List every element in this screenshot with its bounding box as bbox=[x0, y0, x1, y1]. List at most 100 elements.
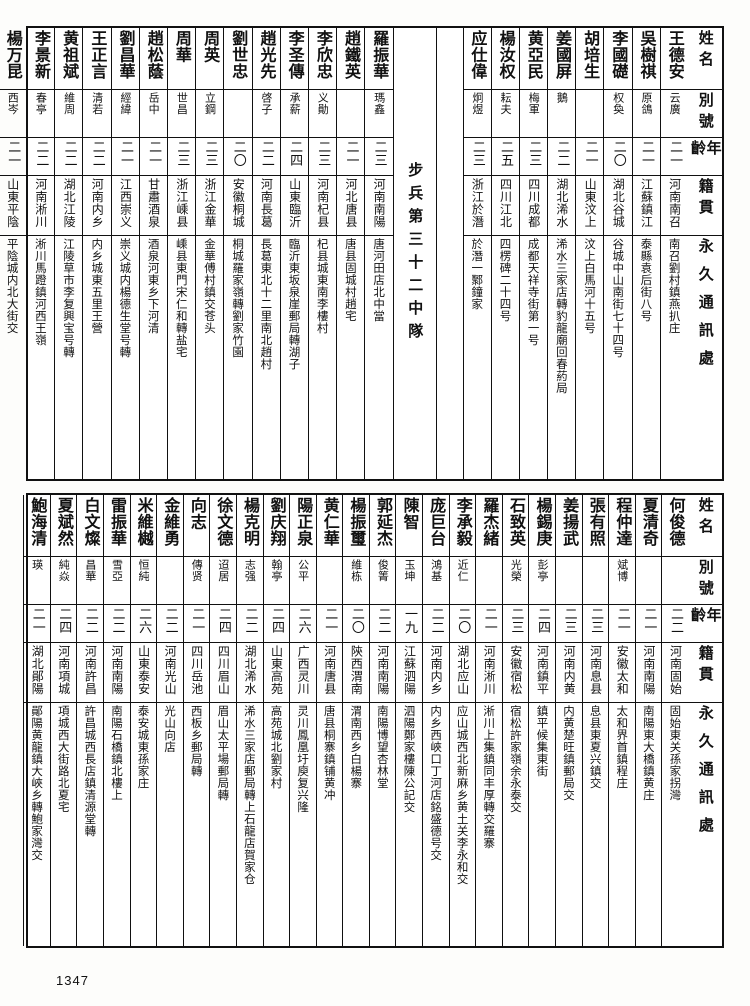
entry-native-place-cell: 安徽桐城 bbox=[224, 176, 252, 236]
entry-alias-cell bbox=[316, 557, 343, 605]
entry-age-cell: 二二 bbox=[157, 605, 183, 643]
entry-age: 二一 bbox=[641, 607, 657, 634]
entry-native-place-cell: 河南項城 bbox=[50, 643, 77, 703]
roster-entry-column: 徐文德 迢居 二四 四川眉山 眉山太平場郵局轉 bbox=[209, 495, 236, 946]
entry-age: 二一 bbox=[343, 140, 359, 167]
entry-name: 雷振華 bbox=[108, 497, 128, 547]
entry-alias: 純焱 bbox=[57, 559, 71, 582]
header-native-place-label: 籍貫 bbox=[696, 178, 715, 220]
entry-age: 二四 bbox=[56, 607, 72, 634]
entry-age: 二一 bbox=[322, 607, 338, 634]
entry-alias-cell: 雪亞 bbox=[103, 557, 130, 605]
entry-name: 羅杰緒 bbox=[480, 497, 500, 547]
entry-alias: 迢居 bbox=[216, 559, 230, 582]
entry-name: 石致英 bbox=[506, 497, 526, 547]
entry-age-cell: 二二 bbox=[369, 605, 396, 643]
entry-name-cell: 李景新 bbox=[27, 28, 55, 90]
entry-name-cell: 周英 bbox=[196, 28, 224, 90]
entry-age-cell: 二三 bbox=[463, 138, 491, 176]
entry-name-cell: 劉庆翔 bbox=[263, 495, 290, 557]
entry-native-place-cell: 甘肅酒泉 bbox=[139, 176, 167, 236]
entry-age-cell: 二〇 bbox=[604, 138, 632, 176]
entry-address: 桐城羅家嶺轉劉家竹園 bbox=[231, 238, 246, 358]
entry-alias-cell: 斌博 bbox=[609, 557, 635, 605]
entry-alias: 权奐 bbox=[611, 92, 625, 115]
entry-native-place: 河南内乡 bbox=[429, 645, 444, 695]
entry-address: 西板乡郵局轉 bbox=[189, 705, 204, 777]
entry-native-place: 安徽太和 bbox=[615, 645, 630, 695]
entry-native-place-cell: 河南唐县 bbox=[316, 643, 343, 703]
entry-age: 二一 bbox=[638, 140, 654, 167]
roster-entry-column: 鮑海清瑛二一 湖北鄖陽 鄖陽黄龍鎮大峽乡轉鮑家灣交 bbox=[23, 495, 50, 946]
entry-age: 二二 bbox=[554, 140, 570, 167]
entry-native-place: 河南許昌 bbox=[83, 645, 98, 695]
entry-age-cell: 二一 bbox=[111, 138, 139, 176]
entry-name: 劉世忠 bbox=[229, 30, 249, 80]
entry-alias: 經緯 bbox=[118, 92, 132, 115]
entry-address: 唐县桐寨鎮铺黄冲 bbox=[322, 705, 337, 801]
entry-address-cell: 於潛一鄹鐘家 bbox=[464, 236, 491, 479]
entry-alias-cell: 义勛 bbox=[308, 90, 337, 138]
entry-age-cell: 二四 bbox=[280, 138, 308, 176]
entry-alias: 云廣 bbox=[668, 92, 682, 115]
roster-entry-column: 楊克明 志强 二二 湖北浠水 浠水三家店郵局轉上石龍店賀家仓 bbox=[235, 495, 263, 946]
entry-name-cell: 張有照 bbox=[582, 495, 609, 557]
entry-native-place: 四川成都 bbox=[526, 178, 541, 228]
entry-age-cell: 二一 bbox=[24, 605, 50, 643]
entry-address-cell: 鄖陽黄龍鎮大峽乡轉鮑家灣交 bbox=[24, 703, 50, 946]
entry-alias: 春亭 bbox=[34, 92, 48, 115]
entry-alias: 炯煜 bbox=[470, 92, 484, 115]
roster-table-top: 姓名 別號 年齡 籍貫 永久通訊處 王德安 云廣 二一 河南南召 南召劉村鎮燕扒庄 吳樹祺 原鴿 二一江… bbox=[0, 26, 724, 481]
entry-address-cell: 桐城羅家嶺轉劉家竹園 bbox=[224, 236, 251, 479]
entry-address-cell: 江陵草市李复興宝号轉 bbox=[55, 236, 82, 479]
roster-entry-column: 金維勇 二二 河南光山 光山向店 bbox=[156, 495, 183, 946]
entry-native-place-cell: 安徽宿松 bbox=[502, 643, 529, 703]
roster-entry-column: 向志 傳贤 二一 四川岳池 西板乡郵局轉 bbox=[182, 495, 210, 946]
entry-name: 王正言 bbox=[88, 30, 108, 80]
entry-name: 陽正泉 bbox=[294, 497, 314, 547]
entry-name: 陳智 bbox=[400, 497, 420, 530]
entry-name-cell: 姜揚武 bbox=[556, 495, 582, 557]
entry-name-cell: 庞巨台 bbox=[423, 495, 449, 557]
entry-address-cell: 灵川鳳凰圩庾复兴隆 bbox=[290, 703, 316, 946]
entry-name: 黄祖斌 bbox=[60, 30, 80, 80]
entry-age: 二二 bbox=[375, 607, 391, 634]
entry-native-place-cell: 河南鎮平 bbox=[529, 643, 556, 703]
entry-name: 庞巨台 bbox=[427, 497, 447, 547]
entry-age: 二〇 bbox=[610, 140, 626, 167]
entry-alias-cell: 俊箐 bbox=[369, 557, 396, 605]
entry-native-place-cell: 四川成都 bbox=[519, 176, 548, 236]
entry-name: 楊汝权 bbox=[496, 30, 516, 80]
entry-address-cell: 内乡城東五里王營 bbox=[83, 236, 110, 479]
entry-alias: 公平 bbox=[296, 559, 310, 582]
roster-entry-column: 庞巨台 鴻基 二二 河南内乡 内乡西峽口丁河店銘盛德号交 bbox=[422, 495, 449, 946]
entry-native-place: 河南南陽 bbox=[109, 645, 124, 695]
entry-name-cell: 黄祖斌 bbox=[55, 28, 83, 90]
entry-address-cell: 唐县桐寨鎮铺黄冲 bbox=[317, 703, 343, 946]
entry-native-place-cell: 浙江嵊县 bbox=[168, 176, 196, 236]
entry-native-place-cell: 四川江北 bbox=[491, 176, 519, 236]
roster-entry-column: 白文燦 昌華 二二 河南許昌 許昌城西長店鎮清源堂轉 bbox=[76, 495, 103, 946]
header-native-place: 籍貫 bbox=[688, 643, 722, 703]
entry-native-place: 山東平陰 bbox=[5, 178, 20, 228]
entry-name-cell: 趙松蔭 bbox=[139, 28, 167, 90]
entry-address-cell: 固始東关孫家拐灣 bbox=[662, 703, 688, 946]
entry-alias: 斌博 bbox=[615, 559, 629, 582]
entry-name-cell: 姜國屏 bbox=[548, 28, 576, 90]
entry-address-cell: 应山城西北新麻乡黄土关李永和交 bbox=[450, 703, 476, 946]
entry-age: 二三 bbox=[315, 140, 331, 167]
entry-age-cell: 二六 bbox=[130, 605, 157, 643]
entry-alias-cell: 光榮 bbox=[502, 557, 529, 605]
entry-address-cell: 眉山太平場郵局轉 bbox=[210, 703, 236, 946]
entry-address: 灵川鳳凰圩庾复兴隆 bbox=[296, 705, 311, 813]
entry-name-cell: 周華 bbox=[168, 28, 196, 90]
entry-age: 二〇 bbox=[230, 140, 246, 167]
entry-alias-cell: 昌華 bbox=[77, 557, 103, 605]
entry-alias-cell: 瑪鑫 bbox=[365, 90, 393, 138]
entry-age-cell: 二一 bbox=[139, 138, 167, 176]
entry-alias: 承薪 bbox=[288, 92, 302, 115]
entry-age: 二五 bbox=[498, 140, 514, 167]
entry-address-cell: 南召劉村鎮燕扒庄 bbox=[661, 236, 688, 479]
entry-age-cell: 二一 bbox=[576, 138, 604, 176]
entry-native-place-cell: 湖北谷城 bbox=[604, 176, 632, 236]
